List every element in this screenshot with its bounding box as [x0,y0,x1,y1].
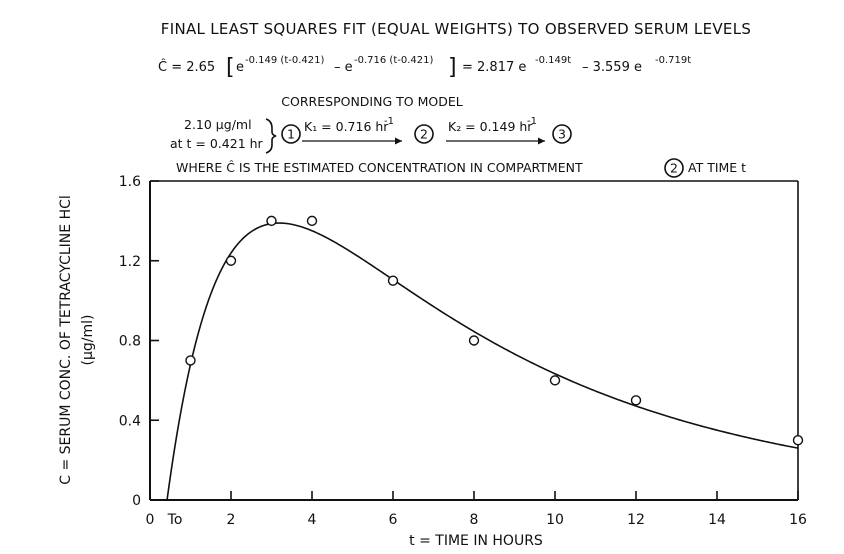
k2-arrowhead [538,138,545,145]
k1-exponent: -1 [384,116,394,127]
k2-label: K₂ = 0.149 hr [448,119,533,134]
x-tick-label: 14 [708,512,726,528]
observed-points [186,216,803,444]
k1-arrowhead [395,138,402,145]
compartment-2-label: 2 [420,127,428,142]
observed-point [308,216,317,225]
y-tick-label: 0.4 [119,413,141,429]
where-compartment-label: 2 [670,161,678,176]
x-tick-label: 16 [789,512,807,528]
k2-exponent: -1 [527,116,537,127]
y-axis-unit: (µg/ml) [80,315,96,366]
dose-brace [266,119,276,153]
k1-label: K₁ = 0.716 hr [304,119,389,134]
dose-label: 2.10 µg/ml [184,117,252,132]
observed-point [389,276,398,285]
x-axis-label: t = TIME IN HOURS [409,533,543,549]
x-tick-label: 0 [146,512,155,528]
y-axis-label: C = SERUM CONC. OF TETRACYCLINE HCl [58,195,74,485]
compartment-model: 2.10 µg/ml at t = 0.421 hr 1 K₁ = 0.716 … [170,116,571,153]
x-tick-label-to: To [167,512,183,528]
equation-term1-exponent: -0.149 (t-0.421) [245,55,324,66]
observed-point [551,376,560,385]
y-tick-label: 1.6 [119,174,141,190]
x-tick-label: 10 [546,512,564,528]
equation-rhs2-exponent: -0.719t [655,55,691,66]
equation-bracket-close: ] [448,55,457,80]
x-tick-label: 2 [227,512,236,528]
x-tick-label: 8 [470,512,479,528]
y-tick-label: 1.2 [119,254,141,270]
y-axis-ticks: 0 0.4 0.8 1.2 1.6 [119,174,159,509]
observed-point [227,256,236,265]
where-suffix: AT TIME t [688,160,746,175]
compartment-3-label: 3 [558,127,566,142]
equation-rhs2: – 3.559 e [582,60,642,75]
fitted-curve-group [167,223,798,500]
equation-term2-exponent: -0.716 (t-0.421) [354,55,433,66]
equation-minus-e: – e [334,60,353,75]
y-tick-label: 0.8 [119,334,141,350]
fitted-curve [167,223,798,500]
chart-title: FINAL LEAST SQUARES FIT (EQUAL WEIGHTS) … [161,20,751,38]
observed-point [470,336,479,345]
dose-time-label: at t = 0.421 hr [170,136,264,151]
fit-equation: Ĉ = 2.65 [ e -0.149 (t-0.421) – e -0.716… [158,55,691,80]
x-tick-label: 12 [627,512,645,528]
compartment-1-label: 1 [287,127,295,142]
observed-point [632,396,641,405]
x-tick-label: 4 [308,512,317,528]
observed-point [267,216,276,225]
observed-point [186,356,195,365]
where-prefix: WHERE Ĉ IS THE ESTIMATED CONCENTRATION I… [176,160,583,175]
equation-term1-base: e [236,60,244,75]
y-tick-label: 0 [132,493,141,509]
equation-lhs: Ĉ = 2.65 [158,59,215,75]
where-statement: WHERE Ĉ IS THE ESTIMATED CONCENTRATION I… [176,159,746,177]
model-caption: CORRESPONDING TO MODEL [281,94,462,109]
equation-rhs1-exponent: -0.149t [535,55,571,66]
x-axis-ticks: 0 2 4 6 8 10 12 14 16 To [146,491,807,528]
equation-bracket-open: [ [226,55,235,80]
equation-rhs1: = 2.817 e [462,60,526,75]
x-tick-label: 6 [389,512,398,528]
observed-point [794,436,803,445]
